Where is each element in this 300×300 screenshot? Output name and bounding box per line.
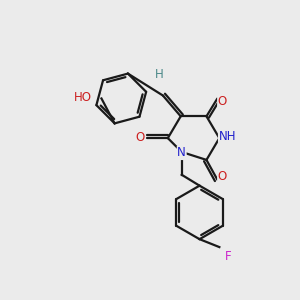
Text: O: O xyxy=(218,95,227,108)
Text: F: F xyxy=(225,250,232,262)
Text: O: O xyxy=(218,170,227,183)
Text: N: N xyxy=(177,146,186,160)
Text: O: O xyxy=(136,130,145,144)
Text: HO: HO xyxy=(74,91,92,104)
Text: H: H xyxy=(154,68,163,81)
Text: NH: NH xyxy=(218,130,236,142)
